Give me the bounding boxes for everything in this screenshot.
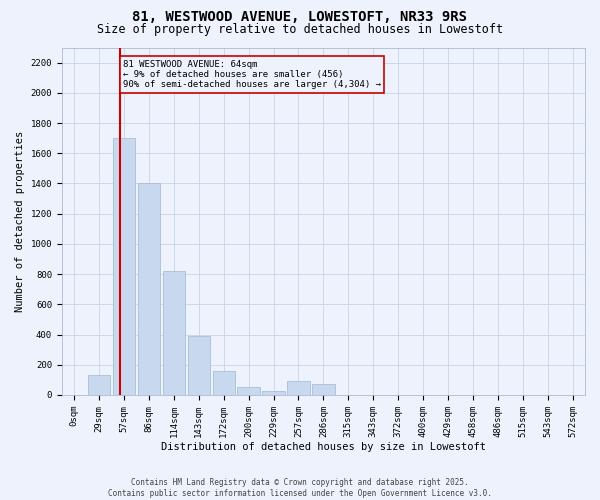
Text: 81, WESTWOOD AVENUE, LOWESTOFT, NR33 9RS: 81, WESTWOOD AVENUE, LOWESTOFT, NR33 9RS [133, 10, 467, 24]
Bar [163, 271, 185, 395]
X-axis label: Distribution of detached houses by size in Lowestoft: Distribution of detached houses by size … [161, 442, 486, 452]
Bar [188, 336, 210, 395]
Bar [88, 376, 110, 395]
Bar [262, 391, 285, 395]
Bar [238, 388, 260, 395]
Text: Size of property relative to detached houses in Lowestoft: Size of property relative to detached ho… [97, 22, 503, 36]
Bar [287, 380, 310, 395]
Bar [212, 371, 235, 395]
Text: Contains HM Land Registry data © Crown copyright and database right 2025.
Contai: Contains HM Land Registry data © Crown c… [108, 478, 492, 498]
Bar [138, 184, 160, 395]
Y-axis label: Number of detached properties: Number of detached properties [15, 130, 25, 312]
Text: 81 WESTWOOD AVENUE: 64sqm
← 9% of detached houses are smaller (456)
90% of semi-: 81 WESTWOOD AVENUE: 64sqm ← 9% of detach… [124, 60, 382, 90]
Bar [312, 384, 335, 395]
Bar [113, 138, 135, 395]
